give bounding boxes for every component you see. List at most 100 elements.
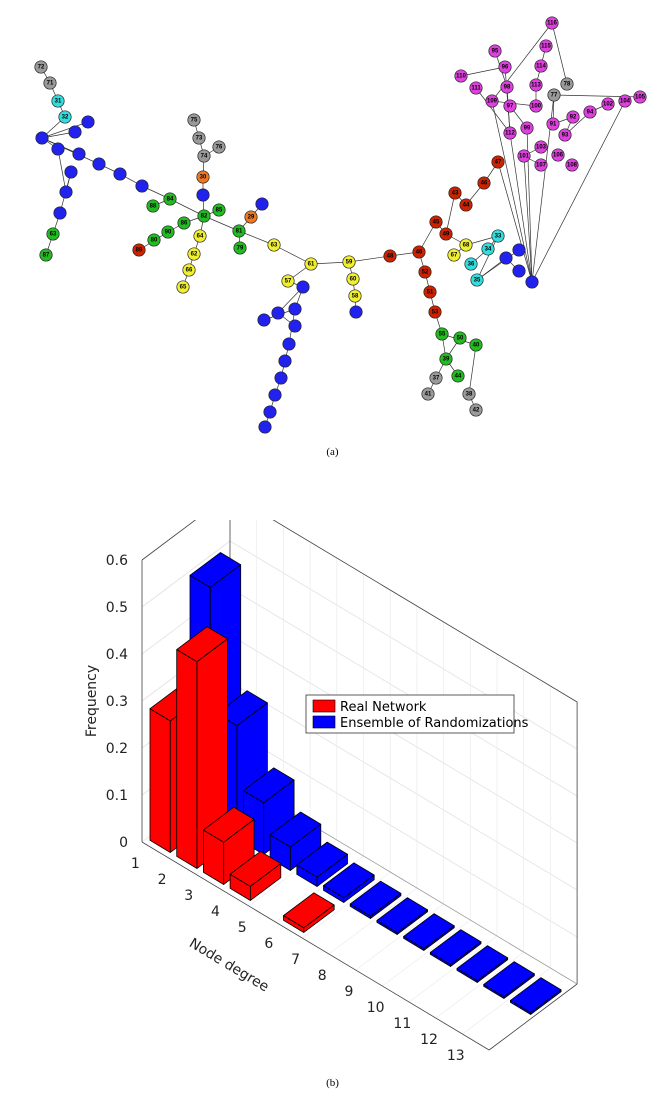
grid-line [301, 871, 391, 939]
bar [376, 897, 428, 935]
graph-node [68, 125, 82, 139]
node-label: 109 [487, 98, 498, 104]
grid-line [272, 520, 578, 703]
node-label: 40 [473, 342, 480, 348]
graph-node: 58 [348, 289, 362, 303]
node-label: 66 [186, 267, 193, 273]
graph-node [274, 371, 288, 385]
graph-node [257, 313, 271, 327]
node-label: 63 [271, 242, 278, 248]
node-label: 30 [200, 174, 207, 180]
node-label: 86 [181, 220, 188, 226]
grid-line [229, 634, 578, 844]
graph-node: 89 [132, 243, 146, 257]
graph-node [288, 302, 302, 316]
node-label: 63 [50, 231, 57, 237]
graph-node: 98 [500, 80, 514, 94]
node-label: 44 [463, 202, 470, 208]
graph-node [282, 337, 296, 351]
graph-node: 96 [498, 60, 512, 74]
grid-line [382, 919, 471, 987]
graph-node: 41 [421, 387, 435, 401]
graph-node: 44 [459, 198, 473, 212]
node-label: 96 [502, 64, 509, 70]
graph-node: 32 [58, 110, 72, 124]
node-label: 76 [216, 144, 223, 150]
y-axis-label: Frequency [84, 665, 100, 737]
graph-node [81, 115, 95, 129]
node-label: 103 [536, 144, 547, 150]
node-label: 37 [433, 375, 440, 381]
graph-node: 77 [547, 88, 561, 102]
graph-node [263, 405, 277, 419]
node-label: 115 [541, 43, 551, 49]
xtick-label: 2 [158, 872, 167, 888]
node-label: 35 [474, 277, 481, 283]
node-label: 97 [507, 103, 514, 109]
axis-line [488, 983, 578, 1051]
graph-edge [460, 66, 506, 77]
graph-node: 75 [187, 113, 201, 127]
graph-node [53, 206, 67, 220]
bar [483, 961, 535, 999]
node-label: 41 [425, 391, 432, 397]
node-label: 110 [456, 73, 466, 79]
node-label: 87 [43, 252, 50, 258]
graph-edge [348, 255, 391, 263]
node-label: 100 [531, 103, 542, 109]
graph-node: 79 [233, 241, 247, 255]
graph-node [271, 306, 285, 320]
graph-node: 36 [464, 257, 478, 271]
graph-node: 68 [459, 238, 473, 252]
graph-node [92, 157, 106, 171]
node-label: 71 [47, 80, 54, 86]
node-label: 98 [504, 84, 511, 90]
node-label: 105 [635, 94, 646, 100]
xtick-label: 13 [447, 1048, 465, 1060]
graph-node: 108 [565, 158, 579, 172]
node-label: 91 [550, 121, 557, 127]
node-label: 95 [492, 48, 499, 54]
bar [323, 862, 375, 903]
node-label: 116 [547, 20, 557, 26]
grid-line [141, 520, 196, 561]
node-label: 62 [191, 251, 198, 257]
graph-node: 44 [451, 369, 465, 383]
graph-node: 93 [558, 128, 572, 142]
node-label: 51 [427, 289, 434, 295]
graph-node: 55 [435, 327, 449, 341]
node-label: 36 [468, 261, 475, 267]
node-label: 46 [481, 180, 488, 186]
bar-chart-3d: 00.10.20.30.40.50.612345678910111213Freq… [84, 520, 578, 1060]
node-label: 49 [443, 231, 450, 237]
node-label: 68 [463, 242, 470, 248]
graph-node [135, 179, 149, 193]
node-label: 92 [570, 114, 577, 120]
graph-node: 115 [539, 39, 553, 53]
node-label: 53 [432, 309, 439, 315]
node-label: 55 [439, 331, 446, 337]
graph-node: 61 [304, 257, 318, 271]
caption-b: (b) [326, 1077, 339, 1089]
node-label: 32 [62, 114, 69, 120]
axis-line [141, 841, 490, 1051]
graph-node: 105 [633, 90, 647, 104]
node-label: 57 [285, 278, 292, 284]
caption-a: (a) [326, 446, 339, 458]
node-label: 34 [485, 246, 492, 252]
graph-node: 76 [212, 140, 226, 154]
graph-node: 94 [583, 105, 597, 119]
graph-node: 33 [491, 229, 505, 243]
xtick-label: 1 [131, 856, 140, 872]
axis-line [272, 520, 578, 703]
graph-node: 35 [470, 273, 484, 287]
node-label: 59 [346, 259, 353, 265]
bar [283, 892, 335, 933]
graph-node: 80 [147, 233, 161, 247]
legend-swatch [312, 715, 336, 729]
node-label: 47 [495, 159, 502, 165]
node-label: 114 [536, 63, 546, 69]
graph-node: 62 [187, 247, 201, 261]
graph-node [296, 280, 310, 294]
graph-node [258, 420, 272, 434]
